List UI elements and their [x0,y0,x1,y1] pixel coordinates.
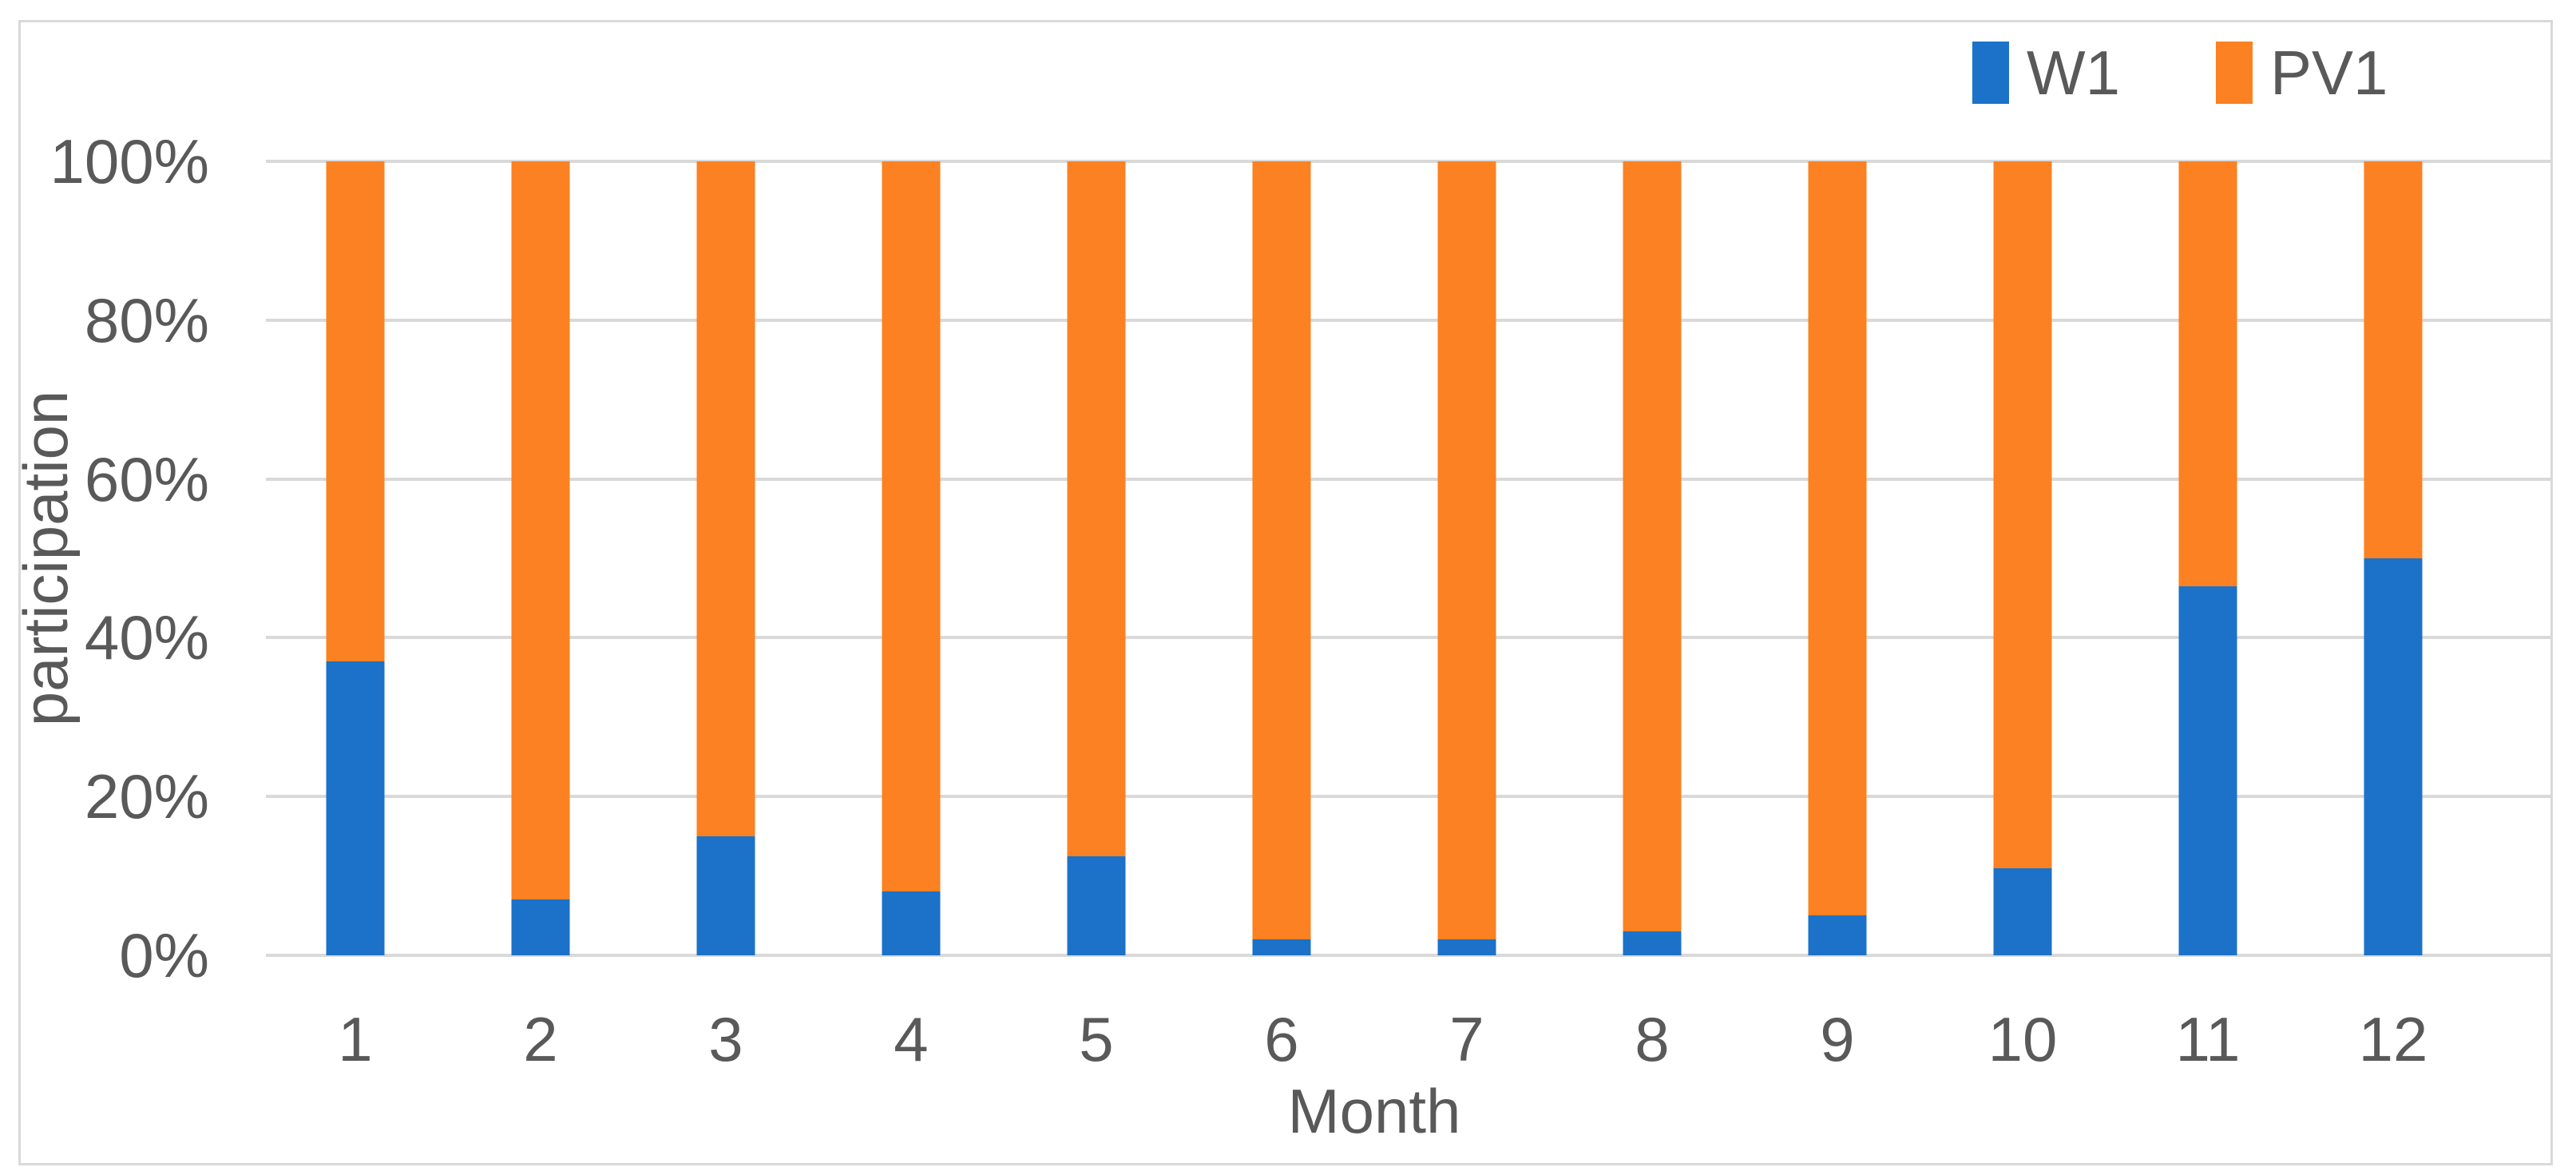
gridline-40% [266,636,2551,640]
bar-month-4 [882,161,941,955]
bar-segment-w1-month-1 [326,661,385,955]
gridline-20% [266,795,2551,799]
y-axis-title: participation [10,390,81,727]
x-tick-label-1: 1 [338,1004,373,1074]
x-axis-title: Month [1287,1076,1461,1146]
bar-segment-w1-month-12 [2364,558,2423,955]
bar-month-10 [1993,161,2052,955]
bar-segment-pv1-month-2 [511,161,570,900]
gridline-0% [266,954,2551,957]
bar-month-5 [1067,161,1126,955]
y-tick-label-20%: 20% [84,761,209,832]
y-tick-label-100%: 100% [50,126,210,196]
x-tick-label-10: 10 [1987,1004,2058,1074]
bar-month-6 [1252,161,1311,955]
x-tick-label-9: 9 [1820,1004,1855,1074]
bar-segment-pv1-month-1 [326,161,385,662]
legend-label-w1: W1 [2027,38,2120,108]
y-tick-label-40%: 40% [84,602,209,673]
y-tick-label-80%: 80% [84,284,209,355]
plot-area [266,160,2551,957]
x-tick-label-12: 12 [2358,1004,2428,1074]
x-tick-label-4: 4 [894,1004,929,1074]
bar-segment-w1-month-7 [1437,939,1496,955]
bar-segment-pv1-month-7 [1437,161,1496,940]
bar-segment-pv1-month-9 [1808,161,1867,916]
bar-month-8 [1623,161,1682,955]
x-tick-label-5: 5 [1079,1004,1114,1074]
bar-month-11 [2178,161,2237,955]
gridline-80% [266,318,2551,322]
gridline-100% [266,160,2551,163]
x-tick-label-11: 11 [2175,1004,2241,1074]
bar-segment-pv1-month-8 [1623,161,1682,932]
legend-swatch-w1-icon [1972,42,2009,104]
bar-segment-pv1-month-6 [1252,161,1311,940]
bar-segment-pv1-month-11 [2178,161,2237,586]
legend-item-pv1: PV1 [2216,42,2388,104]
bar-segment-pv1-month-10 [1993,161,2052,868]
bar-segment-w1-month-5 [1067,855,1126,955]
gridline-60% [266,477,2551,481]
bar-segment-pv1-month-3 [696,161,755,836]
bar-segment-w1-month-2 [511,899,570,955]
legend-item-w1: W1 [1972,42,2120,104]
bar-month-2 [511,161,570,955]
bar-month-3 [696,161,755,955]
bar-segment-w1-month-3 [696,836,755,955]
y-tick-label-0%: 0% [119,920,209,990]
bar-segment-w1-month-6 [1252,939,1311,955]
bar-segment-w1-month-8 [1623,931,1682,955]
legend-swatch-pv1-icon [2216,42,2253,104]
bar-month-7 [1437,161,1496,955]
bar-segment-pv1-month-12 [2364,161,2423,558]
x-tick-label-6: 6 [1264,1004,1299,1074]
bar-segment-pv1-month-5 [1067,161,1126,856]
x-tick-label-3: 3 [708,1004,743,1074]
x-tick-label-2: 2 [523,1004,558,1074]
y-tick-label-60%: 60% [84,443,209,514]
bar-month-1 [326,161,385,955]
legend-label-pv1: PV1 [2270,38,2388,108]
bar-segment-w1-month-9 [1808,915,1867,955]
bar-segment-pv1-month-4 [882,161,941,892]
bar-month-12 [2364,161,2423,955]
x-tick-label-7: 7 [1449,1004,1484,1074]
bar-segment-w1-month-4 [882,891,941,955]
x-tick-label-8: 8 [1635,1004,1670,1074]
chart-legend: W1 PV1 [1972,42,2388,104]
bar-segment-w1-month-11 [2178,586,2237,955]
bar-month-9 [1808,161,1867,955]
bar-segment-w1-month-10 [1993,867,2052,955]
